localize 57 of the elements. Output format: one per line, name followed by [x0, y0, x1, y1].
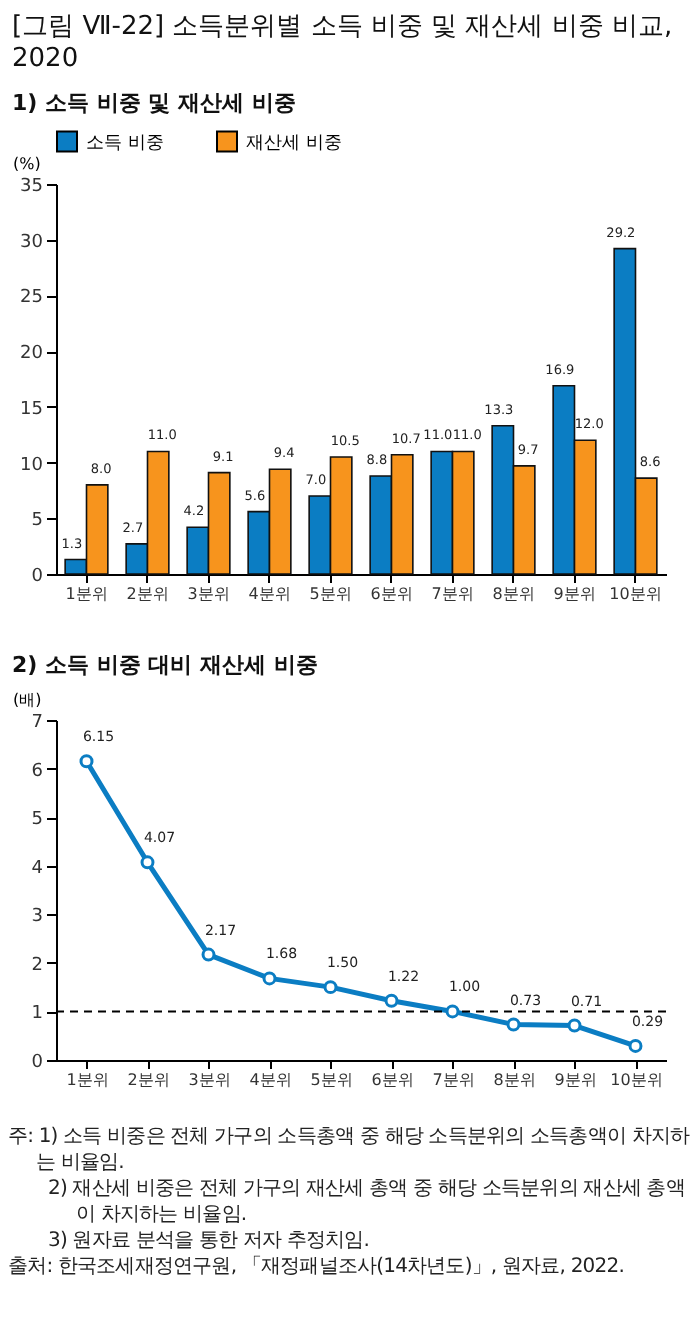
y-tick-label: 0 — [31, 1053, 44, 1073]
chart-title: 2) 소득 비중 대비 재산세 비중 — [10, 650, 320, 680]
y-tick-label: 15 — [20, 399, 43, 420]
text: 2) 재산세 비중은 전체 가구의 재산세 총액 중 해당 소득분위의 재산세 총액이 차지하는 비율임. — [46, 1176, 687, 1228]
legend-label: 소득 비중 — [86, 133, 164, 154]
y-tick-label: 1 — [31, 1004, 43, 1025]
x-tick-label: 2분위 — [126, 585, 169, 603]
chart-title: [그림 Ⅶ-22] 소득분위별 소득 비중 및 재산세 비중 비교, 2020 — [10, 10, 675, 76]
point — [567, 1018, 582, 1033]
x-tick-label: 6분위 — [371, 1071, 414, 1089]
y-tick-label: 7 — [31, 713, 43, 733]
legend-label: 재산세 비중 — [246, 133, 342, 154]
x-tick-label: 5분위 — [310, 1071, 353, 1089]
y-tick-label: 5 — [31, 810, 43, 831]
y-tick-label: 5 — [31, 511, 43, 532]
y-axis-title: (%) — [13, 155, 41, 173]
point — [140, 855, 155, 870]
x-tick-label: 2분위 — [127, 1071, 170, 1089]
text: 3) 원자료 분석을 통한 저자 추정치임. — [46, 1228, 372, 1254]
x-tick-label: 8분위 — [492, 585, 535, 603]
point — [79, 754, 94, 769]
point — [506, 1017, 521, 1032]
text: 주: 1) 소득 비중은 전체 가구의 소득총액 중 해당 소득분위의 소득총액이 차지하는 비율임. — [8, 1124, 690, 1176]
x-tick-label: 8분위 — [493, 1071, 536, 1089]
x-tick-label: 7분위 — [431, 585, 474, 603]
point — [262, 971, 277, 986]
y-tick-label: 25 — [20, 288, 43, 309]
point — [323, 980, 338, 995]
x-tick-label: 10분위 — [609, 585, 662, 603]
x-tick-label: 3분위 — [188, 1071, 231, 1089]
x-tick-label: 3분위 — [187, 585, 230, 603]
y-tick-label: 0 — [31, 567, 44, 587]
point — [445, 1004, 460, 1019]
y-tick-label: 30 — [20, 232, 44, 253]
source-note: 출처: 한국조세재정연구원, 「재정패널조사(14차년도)」, 원자료, 2022. — [8, 1254, 626, 1280]
y-tick-label: 3 — [31, 907, 43, 928]
y-tick-label: 35 — [20, 177, 43, 197]
y-tick-label: 6 — [31, 761, 44, 782]
y-tick-label: 4 — [31, 858, 44, 879]
y-axis-title: (배) — [13, 691, 42, 709]
x-tick-label: 9분위 — [554, 1071, 597, 1089]
chart-subtitle: 1) 소득 비중 및 재산세 비중 — [10, 88, 298, 118]
x-tick-label: 10분위 — [610, 1071, 663, 1089]
y-tick-label: 2 — [31, 955, 43, 976]
y-tick-label: 10 — [20, 455, 44, 476]
x-tick-label: 6분위 — [370, 585, 413, 603]
y-tick-label: 20 — [20, 344, 44, 365]
x-tick-label: 4분위 — [248, 585, 291, 603]
point — [201, 947, 216, 962]
x-tick-label: 1분위 — [66, 1071, 109, 1089]
x-tick-label: 1분위 — [65, 585, 108, 603]
x-tick-label: 5분위 — [309, 585, 352, 603]
point — [384, 993, 399, 1008]
x-tick-label: 9분위 — [553, 585, 596, 603]
point — [628, 1038, 643, 1053]
x-tick-label: 7분위 — [432, 1071, 475, 1089]
x-tick-label: 4분위 — [249, 1071, 292, 1089]
